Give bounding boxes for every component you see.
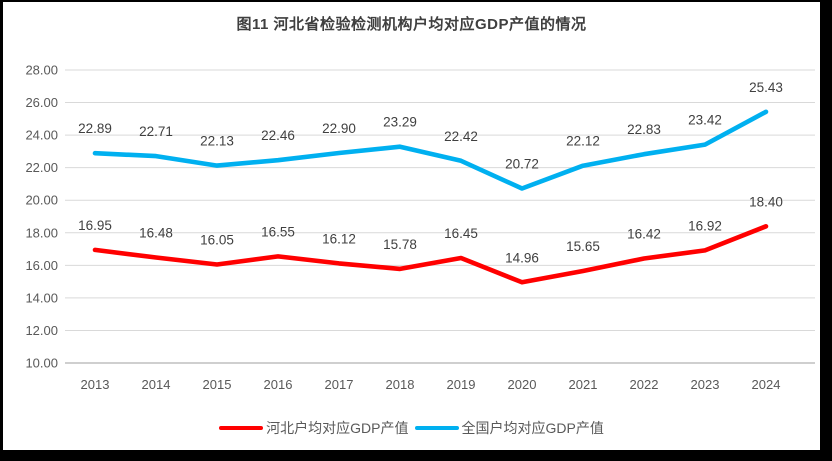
- y-tick-label: 24.00: [25, 128, 58, 143]
- y-tick-label: 14.00: [25, 290, 58, 305]
- x-tick-label: 2016: [264, 377, 293, 392]
- data-label: 16.05: [200, 233, 234, 248]
- x-tick-label: 2013: [81, 377, 110, 392]
- x-tick-label: 2020: [508, 377, 537, 392]
- x-tick-label: 2015: [203, 377, 232, 392]
- x-tick-label: 2014: [142, 377, 171, 392]
- x-tick-label: 2019: [447, 377, 476, 392]
- data-label: 15.78: [383, 237, 417, 252]
- chart-title: 图11 河北省检验检测机构户均对应GDP产值的情况: [236, 16, 587, 33]
- x-tick-label: 2024: [752, 377, 781, 392]
- x-tick-label: 2023: [691, 377, 720, 392]
- data-label: 16.42: [627, 226, 661, 241]
- chart-legend: 河北户均对应GDP产值 全国户均对应GDP产值: [3, 418, 820, 438]
- data-label: 22.42: [444, 129, 478, 144]
- data-label: 15.65: [566, 239, 600, 254]
- data-label: 16.55: [261, 224, 295, 239]
- data-label: 20.72: [505, 157, 539, 172]
- x-tick-label: 2021: [569, 377, 598, 392]
- data-label: 16.92: [688, 218, 722, 233]
- data-label: 16.12: [322, 231, 356, 246]
- series-line: [92, 109, 769, 191]
- data-label: 18.40: [749, 194, 783, 209]
- y-tick-label: 18.00: [25, 225, 58, 240]
- data-label: 16.48: [139, 226, 173, 241]
- x-tick-label: 2022: [630, 377, 659, 392]
- data-label: 22.46: [261, 128, 295, 143]
- y-tick-label: 12.00: [25, 323, 58, 338]
- legend-item-national: 全国户均对应GDP产值: [414, 418, 604, 438]
- data-label: 22.83: [627, 122, 661, 137]
- y-tick-label: 26.00: [25, 95, 58, 110]
- chart-canvas: 图11 河北省检验检测机构户均对应GDP产值的情况 28.00 26.00 24.0…: [3, 2, 820, 450]
- data-label: 23.29: [383, 115, 417, 130]
- legend-item-hebei: 河北户均对应GDP产值: [219, 418, 409, 438]
- data-label: 22.12: [566, 134, 600, 149]
- line-chart: 28.00 26.00 24.00 22.00 20.00 18.00 16.00 14.00…: [25, 63, 815, 392]
- y-tick-label: 10.00: [25, 356, 58, 371]
- data-label: 25.43: [749, 80, 783, 95]
- data-label: 23.42: [688, 113, 722, 128]
- hebei-line-swatch: [219, 425, 264, 431]
- legend-label-national: 全国户均对应GDP产值: [461, 420, 604, 436]
- data-label: 22.89: [78, 121, 112, 136]
- legend-label-hebei: 河北户均对应GDP产值: [266, 420, 409, 436]
- data-label: 16.95: [78, 218, 112, 233]
- data-label: 22.71: [139, 124, 173, 139]
- y-tick-label: 28.00: [25, 63, 58, 78]
- data-label: 22.90: [322, 121, 356, 136]
- national-line-swatch: [414, 425, 459, 431]
- series-line: [92, 224, 769, 285]
- x-tick-label: 2017: [325, 377, 354, 392]
- y-tick-label: 20.00: [25, 193, 58, 208]
- data-label: 22.13: [200, 134, 234, 149]
- x-tick-label: 2018: [386, 377, 415, 392]
- data-label: 14.96: [505, 250, 539, 265]
- y-tick-label: 16.00: [25, 258, 58, 273]
- data-label: 16.45: [444, 226, 478, 241]
- y-tick-label: 22.00: [25, 160, 58, 175]
